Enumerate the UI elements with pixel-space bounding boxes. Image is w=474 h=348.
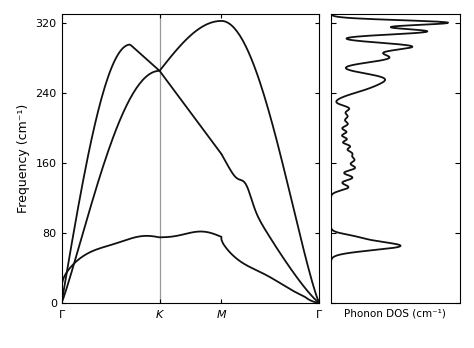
- Y-axis label: Frequency (cm⁻¹): Frequency (cm⁻¹): [17, 104, 30, 213]
- X-axis label: Phonon DOS (cm⁻¹): Phonon DOS (cm⁻¹): [345, 308, 447, 318]
